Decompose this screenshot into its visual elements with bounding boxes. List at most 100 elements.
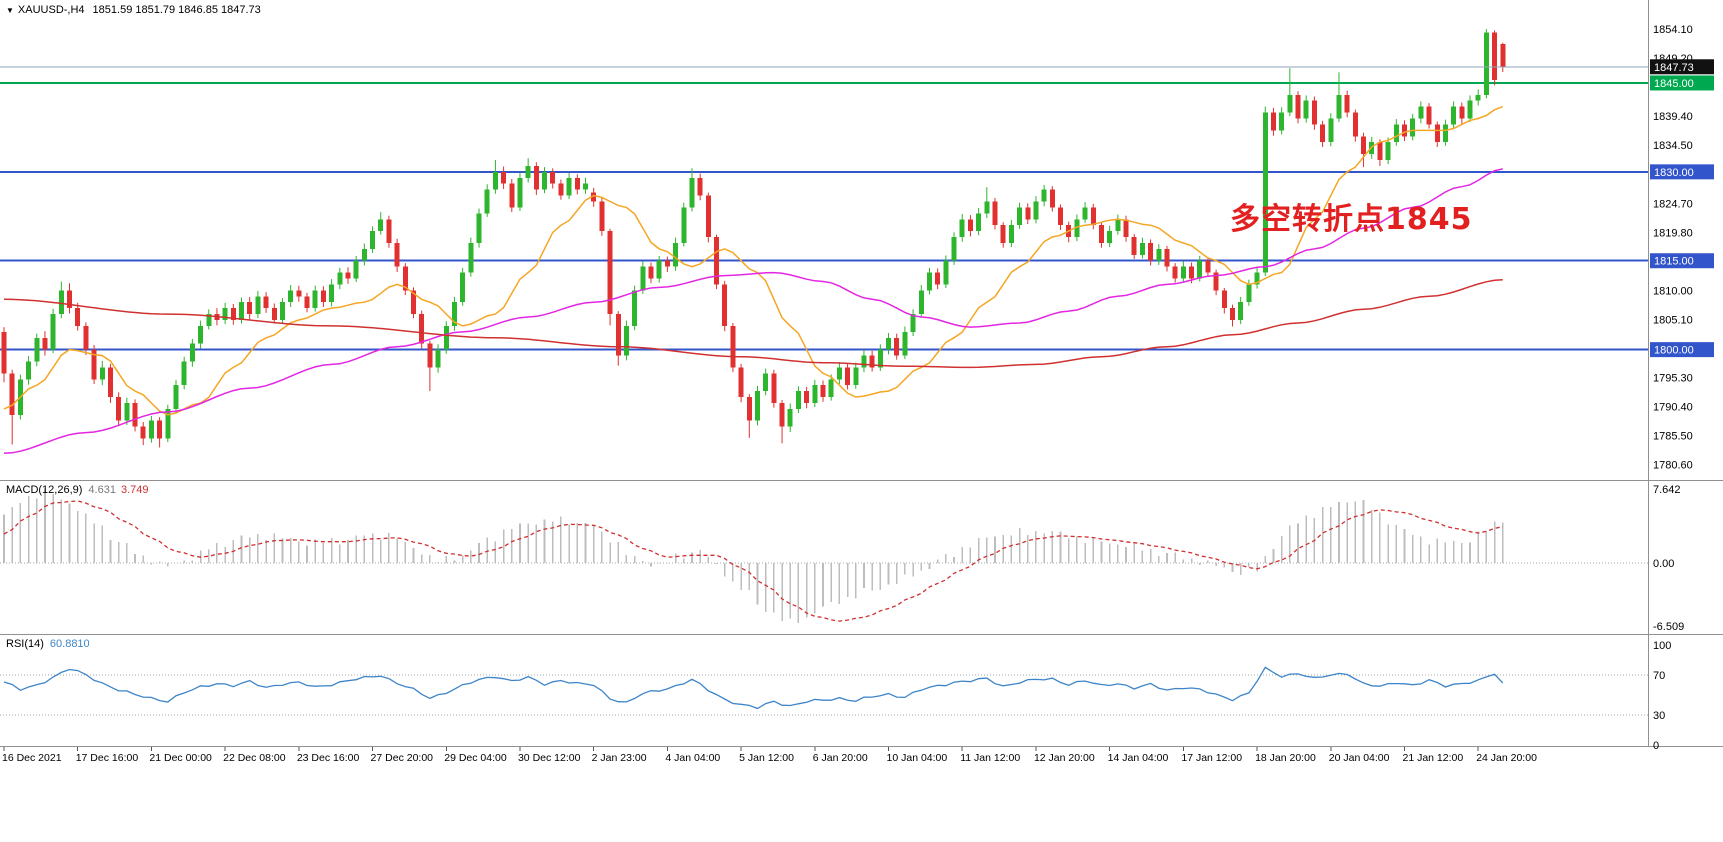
candle-up-body <box>1254 272 1260 285</box>
rsi-line <box>3 666 1504 710</box>
chart-dropdown-icon[interactable]: ▼ <box>6 5 14 15</box>
candle-down-body <box>1459 106 1465 119</box>
candlesticks-layer <box>1 29 1506 448</box>
candle-up-body <box>1303 100 1309 119</box>
macd-axis-label: -6.509 <box>1653 621 1684 633</box>
candle-down-body <box>1361 136 1367 155</box>
candle-down-body <box>509 183 515 208</box>
candle-up-body <box>181 361 187 386</box>
candle-up-body <box>492 171 498 190</box>
candle-down-body <box>697 177 703 196</box>
candle-up-body <box>910 314 916 332</box>
candle-down-body <box>1205 260 1211 273</box>
candle-down-body <box>845 367 851 386</box>
candle-up-body <box>165 408 171 439</box>
time-axis-label: 27 Dec 20:00 <box>371 752 434 764</box>
candle-up-body <box>836 367 842 380</box>
candle-down-body <box>1320 124 1326 143</box>
candle-down-body <box>738 367 744 398</box>
candle-up-body <box>1197 260 1203 279</box>
candle-down-body <box>1172 266 1178 279</box>
candle-down-body <box>247 302 253 315</box>
candle-down-body <box>230 308 236 320</box>
candle-up-body <box>1328 118 1334 143</box>
candle-up-body <box>189 343 195 362</box>
rsi-axis-label: 30 <box>1653 710 1665 722</box>
level-tag-1830 <box>1650 164 1714 180</box>
candle-up-body <box>279 302 285 320</box>
candle-down-body <box>1189 266 1195 279</box>
candle-down-body <box>296 290 302 297</box>
ohlc-values: 1851.59 1851.79 1846.85 1847.73 <box>92 4 261 16</box>
candle-down-body <box>1352 112 1358 137</box>
candle-up-body <box>877 349 883 368</box>
candle-up-body <box>1139 242 1145 255</box>
candle-down-body <box>402 266 408 291</box>
candle-up-body <box>1238 302 1244 320</box>
candle-down-body <box>1025 207 1031 220</box>
candle-up-body <box>566 177 572 196</box>
candle-up-body <box>754 391 760 421</box>
macd-signal-line <box>3 500 1503 622</box>
time-axis-label: 22 Dec 08:00 <box>223 752 286 764</box>
price-axis-label: 1819.80 <box>1653 227 1693 239</box>
candle-down-body <box>648 266 654 279</box>
candle-up-body <box>918 290 924 315</box>
candle-up-body <box>1082 207 1088 220</box>
candle-down-body <box>804 391 810 403</box>
candle-down-body <box>67 290 73 309</box>
candle-down-body <box>1123 219 1129 238</box>
candle-up-body <box>984 201 990 214</box>
candle-down-body <box>107 367 113 398</box>
price-scale-area[interactable] <box>1648 0 1723 746</box>
candle-up-body <box>1451 106 1457 125</box>
candle-up-body <box>582 183 588 190</box>
candle-down-body <box>607 231 613 315</box>
candle-up-body <box>886 337 892 350</box>
candle-down-body <box>386 219 392 243</box>
candle-up-body <box>443 325 449 350</box>
time-axis-label: 18 Jan 20:00 <box>1255 752 1316 764</box>
time-axis-label: 23 Dec 16:00 <box>297 752 360 764</box>
price-tag-value: 1845.00 <box>1654 78 1694 90</box>
candle-down-body <box>271 308 277 320</box>
candle-down-body <box>1270 112 1276 131</box>
candle-up-body <box>255 296 261 315</box>
candle-up-body <box>1442 124 1448 143</box>
candle-down-body <box>1434 124 1440 143</box>
candle-down-body <box>746 397 752 421</box>
candle-up-body <box>517 177 523 208</box>
candle-up-body <box>1033 201 1039 220</box>
candle-down-body <box>574 177 580 190</box>
time-axis-label: 29 Dec 04:00 <box>444 752 507 764</box>
candle-up-body <box>1483 32 1489 95</box>
ma-fast-orange <box>3 105 1504 416</box>
candle-down-body <box>730 325 736 368</box>
candle-up-body <box>1115 219 1121 232</box>
candle-up-body <box>337 272 343 285</box>
time-axis-label: 6 Jan 20:00 <box>813 752 868 764</box>
candle-down-body <box>779 402 785 427</box>
candle-up-body <box>1336 94 1342 119</box>
candle-up-body <box>1107 231 1113 243</box>
candle-down-body <box>1049 189 1055 208</box>
candle-up-body <box>1262 112 1268 273</box>
candle-down-body <box>714 237 720 285</box>
candle-up-body <box>99 367 105 380</box>
candle-up-body <box>828 379 834 398</box>
candle-down-body <box>411 290 416 315</box>
ma-mid-magenta <box>3 168 1503 455</box>
ma-slow-red <box>3 278 1503 369</box>
candle-up-body <box>50 314 56 350</box>
time-scale-area[interactable] <box>0 746 1723 842</box>
candle-up-body <box>361 248 367 261</box>
candle-up-body <box>378 219 384 232</box>
candle-down-body <box>533 165 539 190</box>
macd-histogram <box>3 488 1504 624</box>
candle-down-body <box>1492 32 1498 80</box>
candle-down-body <box>550 171 556 184</box>
candle-up-body <box>435 349 441 368</box>
candle-down-body <box>1090 207 1096 226</box>
candle-down-body <box>1377 142 1383 160</box>
